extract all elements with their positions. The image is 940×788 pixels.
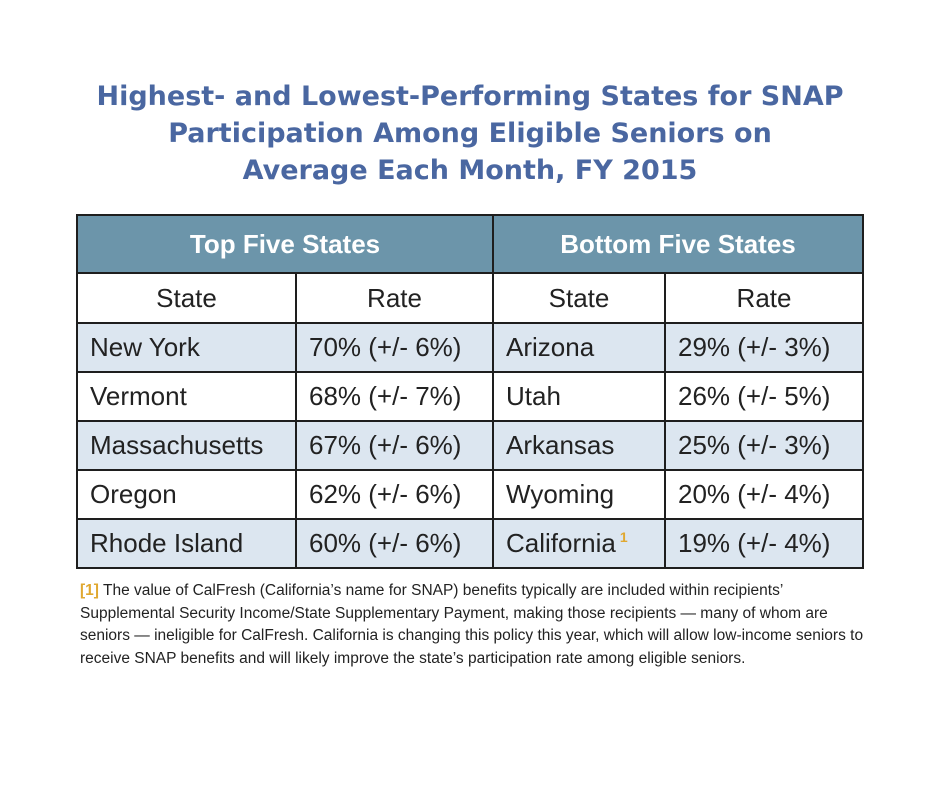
column-header-rate: Rate — [294, 272, 495, 324]
top-rate-cell: 62% (+/- 6%) — [294, 469, 495, 520]
bottom-state-cell: Utah — [492, 371, 667, 422]
top-five-header: Top Five States — [75, 214, 495, 274]
top-rate-cell: 60% (+/- 6%) — [294, 518, 495, 569]
bottom-state-cell: Arizona — [492, 322, 667, 373]
table-row: Vermont 68% (+/- 7%) Utah 26% (+/- 5%) — [76, 371, 865, 422]
footnote-text: The value of CalFresh (California’s name… — [80, 582, 864, 667]
column-header-state: State — [76, 272, 297, 324]
bottom-five-header: Bottom Five States — [492, 214, 865, 274]
bottom-rate-cell: 19% (+/- 4%) — [664, 518, 865, 569]
top-state-cell: Vermont — [76, 371, 297, 422]
table-row: Massachusetts 67% (+/- 6%) Arkansas 25% … — [76, 420, 865, 471]
column-header-rate: Rate — [664, 272, 865, 324]
top-state-cell: New York — [76, 322, 297, 373]
title-line-1: Highest- and Lowest-Performing States fo… — [96, 81, 844, 112]
top-rate-cell: 68% (+/- 7%) — [294, 371, 495, 422]
column-header-state: State — [492, 272, 667, 324]
top-state-cell: Massachusetts — [76, 420, 297, 471]
bottom-rate-cell: 25% (+/- 3%) — [664, 420, 865, 471]
top-state-cell: Oregon — [76, 469, 297, 520]
table-row: New York 70% (+/- 6%) Arizona 29% (+/- 3… — [76, 322, 865, 373]
top-rate-cell: 70% (+/- 6%) — [294, 322, 495, 373]
bottom-state-label: California — [506, 528, 616, 558]
bottom-rate-cell: 26% (+/- 5%) — [664, 371, 865, 422]
top-rate-cell: 67% (+/- 6%) — [294, 420, 495, 471]
bottom-state-cell: Wyoming — [492, 469, 667, 520]
snap-participation-table: Top Five States Bottom Five States State… — [75, 214, 865, 569]
footnote-ref: [1] — [80, 582, 99, 599]
title-line-3: Average Each Month, FY 2015 — [242, 155, 698, 186]
bottom-rate-cell: 29% (+/- 3%) — [664, 322, 865, 373]
footnote: [1] The value of CalFresh (California’s … — [80, 580, 870, 670]
bottom-rate-cell: 20% (+/- 4%) — [664, 469, 865, 520]
table-row: Oregon 62% (+/- 6%) Wyoming 20% (+/- 4%) — [76, 469, 865, 520]
title-line-2: Participation Among Eligible Seniors on — [168, 118, 772, 149]
top-state-cell: Rhode Island — [76, 518, 297, 569]
page-title: Highest- and Lowest-Performing States fo… — [0, 78, 940, 189]
group-header-row: Top Five States Bottom Five States — [75, 214, 865, 274]
footnote-marker[interactable]: 1 — [619, 529, 628, 545]
bottom-state-cell: California 1 — [492, 518, 667, 569]
column-header-row: State Rate State Rate — [76, 272, 865, 324]
table-row: Rhode Island 60% (+/- 6%) California 1 19… — [76, 518, 865, 569]
bottom-state-cell: Arkansas — [492, 420, 667, 471]
